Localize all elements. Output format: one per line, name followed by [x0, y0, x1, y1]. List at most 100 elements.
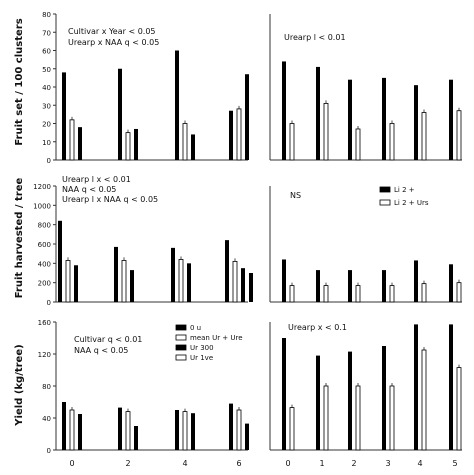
bar	[69, 119, 75, 161]
bar	[323, 103, 329, 161]
x-tick-label: 4	[417, 459, 422, 468]
y-tick-label: 50	[42, 66, 51, 74]
legend-label: Ur 1ve	[190, 354, 213, 362]
stat-annotation: NAA q < 0.05	[74, 346, 128, 355]
bar	[245, 74, 249, 160]
bar	[175, 50, 179, 160]
bar	[125, 132, 131, 161]
x-axis-right: 0 1 2 3 4 5	[285, 459, 457, 468]
x-tick-label: 4	[182, 459, 187, 468]
bar	[121, 260, 127, 303]
bar	[118, 407, 122, 450]
x-tick-label: 5	[452, 459, 457, 468]
y-tick-label: 70	[42, 29, 51, 37]
y-tick-label: 60	[42, 48, 51, 56]
bar	[229, 403, 233, 450]
y-tick-label: 20	[42, 121, 51, 129]
bar	[191, 134, 195, 160]
bar	[187, 263, 191, 302]
chart-panels: 0 10 20 30 40 50 60 70 80 Cultivar x Year < 0.05 U…	[33, 11, 462, 455]
legend-label: Li 2 + Urs	[394, 199, 429, 207]
legend-swatch	[175, 324, 187, 331]
bar	[316, 355, 320, 450]
bar	[125, 411, 131, 451]
y-tick-label: 40	[42, 84, 51, 92]
y-tick-label: 200	[38, 280, 51, 288]
legend-swatch	[379, 199, 391, 206]
bar	[282, 61, 286, 161]
bar	[414, 260, 418, 302]
bar	[382, 77, 386, 160]
y-tick-label: 400	[38, 260, 51, 268]
y-tick-label: 1200	[33, 183, 51, 191]
bar	[62, 72, 66, 160]
panel-c-left: 0 40 80 120 160 Cultivar q < 0.01 NAA q < 0.05…	[38, 319, 249, 455]
bar	[289, 285, 295, 303]
bar	[236, 409, 242, 451]
bar	[78, 414, 82, 450]
bar	[74, 265, 78, 302]
legend-label: Li 2 +	[394, 186, 415, 194]
bar	[355, 285, 361, 303]
bar	[282, 259, 286, 302]
bar	[241, 268, 245, 302]
y-tick-label: 600	[38, 241, 51, 249]
bar	[421, 112, 427, 161]
legend-swatch	[175, 344, 187, 351]
bar	[389, 285, 395, 303]
y-tick-label: 40	[42, 415, 51, 423]
legend: Li 2 + Li 2 + Urs	[379, 186, 429, 207]
x-tick-label: 2	[351, 459, 356, 468]
bar	[282, 338, 286, 450]
bar	[245, 423, 249, 450]
bar	[134, 128, 138, 160]
stat-annotation: NAA q < 0.05	[62, 185, 116, 194]
bar	[382, 270, 386, 302]
stat-annotation: Urearp x < 0.1	[288, 323, 347, 332]
bar	[389, 385, 395, 451]
x-tick-label: 0	[285, 459, 290, 468]
x-axis-left: 0 2 4 6	[69, 459, 241, 468]
bar	[289, 407, 295, 451]
bar	[289, 123, 295, 161]
legend-label: 0 u	[190, 324, 201, 332]
x-tick-label: 0	[69, 459, 74, 468]
bar	[171, 247, 175, 302]
bar	[355, 385, 361, 451]
bar	[355, 128, 361, 161]
legend-swatch	[175, 354, 187, 361]
stat-annotation: Cultivar q < 0.01	[74, 335, 142, 344]
bar	[348, 79, 352, 160]
y-tick-label: 0	[47, 299, 51, 307]
bar	[421, 349, 427, 451]
bar	[414, 324, 418, 450]
y-tick-label: 10	[42, 139, 51, 147]
ylabel-fruit-set: Fruit set / 100 clusters	[14, 18, 25, 145]
bar	[456, 282, 462, 303]
bar	[118, 68, 122, 160]
y-tick-label: 30	[42, 102, 51, 110]
bar	[114, 246, 118, 302]
bar	[316, 66, 320, 160]
legend-label: Ur 300	[190, 344, 214, 352]
y-tick-label: 800	[38, 222, 51, 230]
bar	[449, 79, 453, 160]
stat-annotation: Cultivar x Year < 0.05	[68, 27, 156, 36]
ylabel-yield: Yield (kg/tree)	[14, 344, 25, 426]
y-tick-label: 160	[38, 319, 51, 327]
panel-a-right: Urearp l < 0.01	[269, 14, 462, 161]
bar	[182, 411, 188, 451]
legend-swatch	[379, 186, 391, 193]
bar	[178, 259, 184, 303]
bar	[182, 123, 188, 161]
y-tick-label: 0	[47, 157, 51, 165]
y-tick-label: 120	[38, 351, 51, 359]
bar	[449, 324, 453, 450]
ylabel-fruit-harvested: Fruit harvested / tree	[14, 177, 25, 298]
bar	[323, 285, 329, 303]
x-tick-label: 1	[319, 459, 324, 468]
bar	[456, 110, 462, 161]
x-tick-label: 2	[125, 459, 130, 468]
bar	[249, 273, 253, 302]
panel-a-left: 0 10 20 30 40 50 60 70 80 Cultivar x Year < 0.05 U…	[42, 11, 249, 165]
